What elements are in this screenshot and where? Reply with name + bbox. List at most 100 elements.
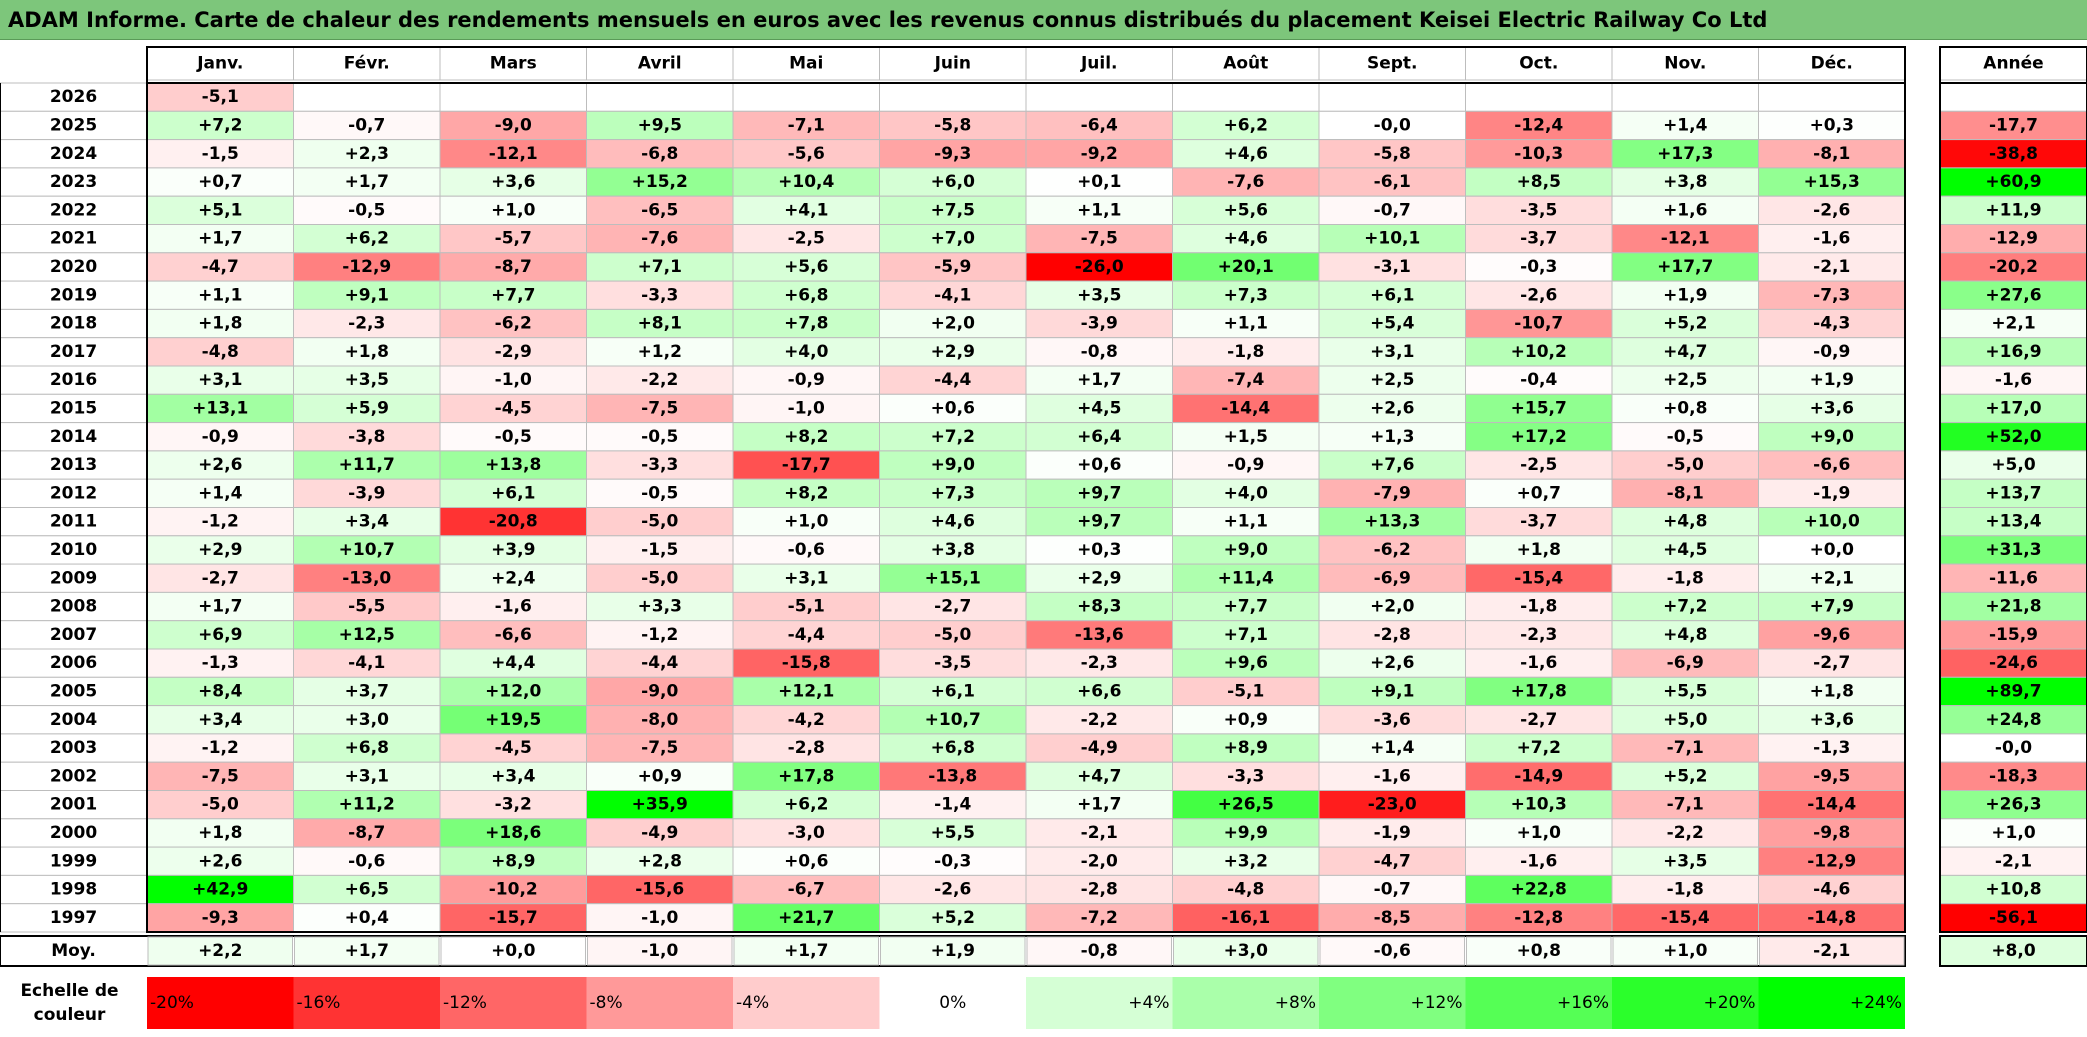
heatmap-value: +7,7 (491, 285, 535, 305)
heatmap-value: -1,3 (1813, 738, 1850, 758)
heatmap-value: +3,1 (198, 370, 242, 390)
scale-swatch-label: +12% (1410, 993, 1462, 1013)
heatmap-value: -0,5 (641, 483, 678, 503)
heatmap-value: -1,2 (641, 625, 678, 645)
heatmap-cell (1025, 563, 1173, 593)
heatmap-cell (1172, 818, 1320, 848)
heatmap-value: +3,5 (1077, 285, 1121, 305)
annual-value: -17,7 (1989, 115, 2038, 135)
year-label: 2008 (50, 597, 97, 617)
year-label: 2006 (50, 653, 97, 673)
annual-value: -20,2 (1989, 257, 2038, 277)
annual-header-label: Année (1983, 54, 2043, 74)
year-label: 2025 (50, 115, 97, 135)
heatmap-cell (586, 535, 734, 565)
heatmap-value: +3,4 (198, 710, 243, 730)
heatmap-value: -2,1 (1813, 257, 1850, 277)
heatmap-cell (1611, 450, 1759, 480)
year-cell (0, 252, 148, 282)
heatmap-value: -9,6 (1813, 625, 1850, 645)
heatmap-cell (1172, 393, 1320, 424)
average-value: +1,0 (1663, 941, 1708, 961)
heatmap-cell (1318, 478, 1466, 509)
annual-value: +13,7 (1985, 483, 2041, 503)
heatmap-value: +0,7 (198, 172, 242, 192)
heatmap-value: -6,8 (641, 144, 678, 164)
heatmap-value: +7,1 (638, 257, 682, 277)
heatmap-value: +0,6 (784, 851, 828, 871)
heatmap-cell (1025, 591, 1173, 622)
heatmap-cell (1758, 818, 1906, 848)
heatmap-cell (1758, 224, 1906, 254)
heatmap-value: -1,6 (1520, 653, 1557, 673)
heatmap-value: +3,5 (345, 370, 389, 390)
scale-swatch (1172, 977, 1319, 1029)
year-label: 1997 (50, 908, 97, 928)
year-label: 2021 (50, 229, 97, 249)
heatmap-cell (1465, 224, 1613, 254)
heatmap-value: -14,4 (1807, 795, 1856, 815)
average-cell (880, 936, 1026, 966)
heatmap-value: -3,9 (1081, 314, 1118, 334)
heatmap-cell (1758, 676, 1906, 707)
heatmap-value: +4,6 (931, 512, 975, 532)
scale-swatch (1319, 977, 1466, 1029)
heatmap-cell (439, 450, 587, 480)
heatmap-value: +2,8 (638, 851, 682, 871)
heatmap-value: +12,0 (485, 681, 541, 701)
heatmap-value: +1,4 (198, 483, 243, 503)
heatmap-cell (1172, 365, 1320, 395)
heatmap-cell (1025, 478, 1173, 509)
heatmap-value: +6,8 (784, 285, 828, 305)
average-cell (1759, 936, 1905, 966)
heatmap-value: -2,6 (934, 880, 971, 900)
heatmap-value: -4,4 (934, 370, 971, 390)
heatmap-value: -3,3 (641, 285, 678, 305)
heatmap-value: +7,2 (1663, 597, 1707, 617)
heatmap-cell (1465, 790, 1613, 820)
heatmap-value: -2,8 (1081, 880, 1118, 900)
heatmap-cell (1611, 82, 1759, 112)
heatmap-cell (293, 790, 441, 820)
heatmap-value: +9,1 (345, 285, 389, 305)
heatmap-cell (293, 846, 441, 876)
heatmap-value: -12,9 (342, 257, 391, 277)
heatmap-cell (1465, 337, 1613, 367)
heatmap-value: +8,9 (491, 851, 535, 871)
heatmap-value: +0,6 (1077, 455, 1121, 475)
month-header-label: Avril (638, 54, 682, 74)
heatmap-value: -0,9 (202, 427, 239, 447)
heatmap-cell (1758, 733, 1906, 763)
heatmap-value: -5,7 (495, 229, 532, 249)
heatmap-value: +5,0 (1663, 710, 1708, 730)
heatmap-cell (1465, 591, 1613, 622)
heatmap-value: -6,9 (1667, 653, 1704, 673)
year-label: 2003 (50, 738, 97, 758)
heatmap-cell (586, 393, 734, 424)
heatmap-value: +17,8 (1511, 681, 1567, 701)
heatmap-cell (879, 705, 1027, 735)
year-label: 2020 (50, 257, 97, 277)
heatmap-value: -6,6 (495, 625, 532, 645)
heatmap-value: +9,0 (931, 455, 976, 475)
year-cell (0, 195, 148, 225)
heatmap-cell (586, 903, 734, 933)
heatmap-cell (879, 648, 1027, 678)
annual-value: +13,4 (1985, 512, 2041, 532)
heatmap-value: +3,9 (491, 540, 535, 560)
month-header-cell (732, 46, 880, 81)
heatmap-value: -4,4 (641, 653, 678, 673)
heatmap-cell (1465, 620, 1613, 650)
heatmap-value: -4,9 (641, 823, 678, 843)
month-header-label: Déc. (1811, 54, 1853, 74)
heatmap-cell (146, 393, 294, 424)
heatmap-cell (293, 450, 441, 480)
heatmap-value: +8,3 (1077, 597, 1121, 617)
heatmap-value: -5,6 (788, 144, 825, 164)
heatmap-cell (1611, 790, 1759, 820)
annual-header-cell (1939, 46, 2087, 81)
annual-cell (1939, 846, 2087, 876)
heatmap-cell (1465, 874, 1613, 905)
heatmap-cell (1611, 280, 1759, 310)
heatmap-value: -4,3 (1813, 314, 1850, 334)
